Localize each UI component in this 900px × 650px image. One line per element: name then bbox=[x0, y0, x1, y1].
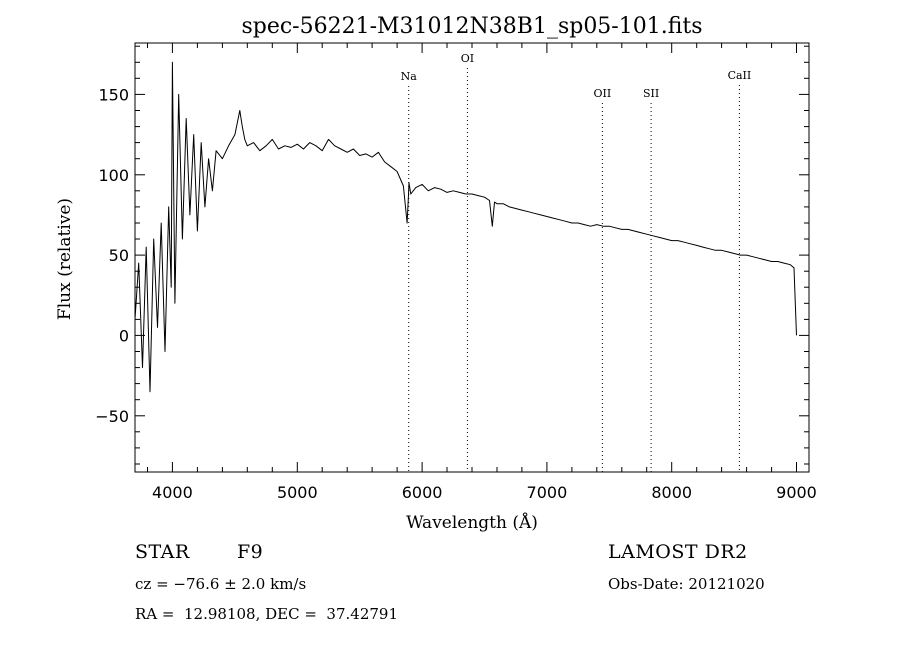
y-tick-label: 50 bbox=[109, 246, 129, 265]
spectral-line-label: Na bbox=[401, 70, 418, 83]
object-class: STAR bbox=[135, 541, 190, 563]
x-axis-label: Wavelength (Å) bbox=[406, 512, 538, 533]
x-tick-label: 8000 bbox=[651, 483, 692, 502]
y-tick-label: −50 bbox=[95, 407, 129, 426]
spectrum-series bbox=[134, 61, 797, 393]
axis-ticks: 4000 5000 6000 7000 8000 9000 −50 0 50 100 150 bbox=[95, 43, 817, 502]
plot-frame bbox=[134, 42, 810, 473]
x-tick-label: 7000 bbox=[527, 483, 568, 502]
y-tick-label: 0 bbox=[119, 326, 129, 345]
survey-name: LAMOST DR2 bbox=[608, 541, 748, 563]
spectral-line-label: SII bbox=[643, 87, 659, 100]
coordinates: RA = 12.98108, DEC = 37.42791 bbox=[135, 605, 399, 623]
x-tick-label: 4000 bbox=[152, 483, 193, 502]
y-tick-label: 100 bbox=[98, 166, 129, 185]
spectral-line-label: OII bbox=[594, 87, 612, 100]
x-tick-label: 9000 bbox=[776, 483, 817, 502]
spectrum-line bbox=[134, 61, 797, 393]
x-tick-label: 6000 bbox=[402, 483, 443, 502]
x-tick-label: 5000 bbox=[277, 483, 318, 502]
y-axis-label: Flux (relative) bbox=[55, 198, 75, 320]
spectral-line-markers: Na OI OII SII CaII bbox=[401, 52, 752, 472]
redshift-velocity: cz = −76.6 ± 2.0 km/s bbox=[135, 575, 307, 593]
object-subclass: F9 bbox=[237, 541, 264, 563]
spectral-line-label: CaII bbox=[728, 69, 752, 82]
chart-title: spec-56221-M31012N38B1_sp05-101.fits bbox=[241, 14, 702, 39]
spectral-line-label: OI bbox=[461, 52, 474, 65]
y-tick-label: 150 bbox=[98, 85, 129, 104]
observation-date: Obs-Date: 20121020 bbox=[608, 575, 765, 593]
